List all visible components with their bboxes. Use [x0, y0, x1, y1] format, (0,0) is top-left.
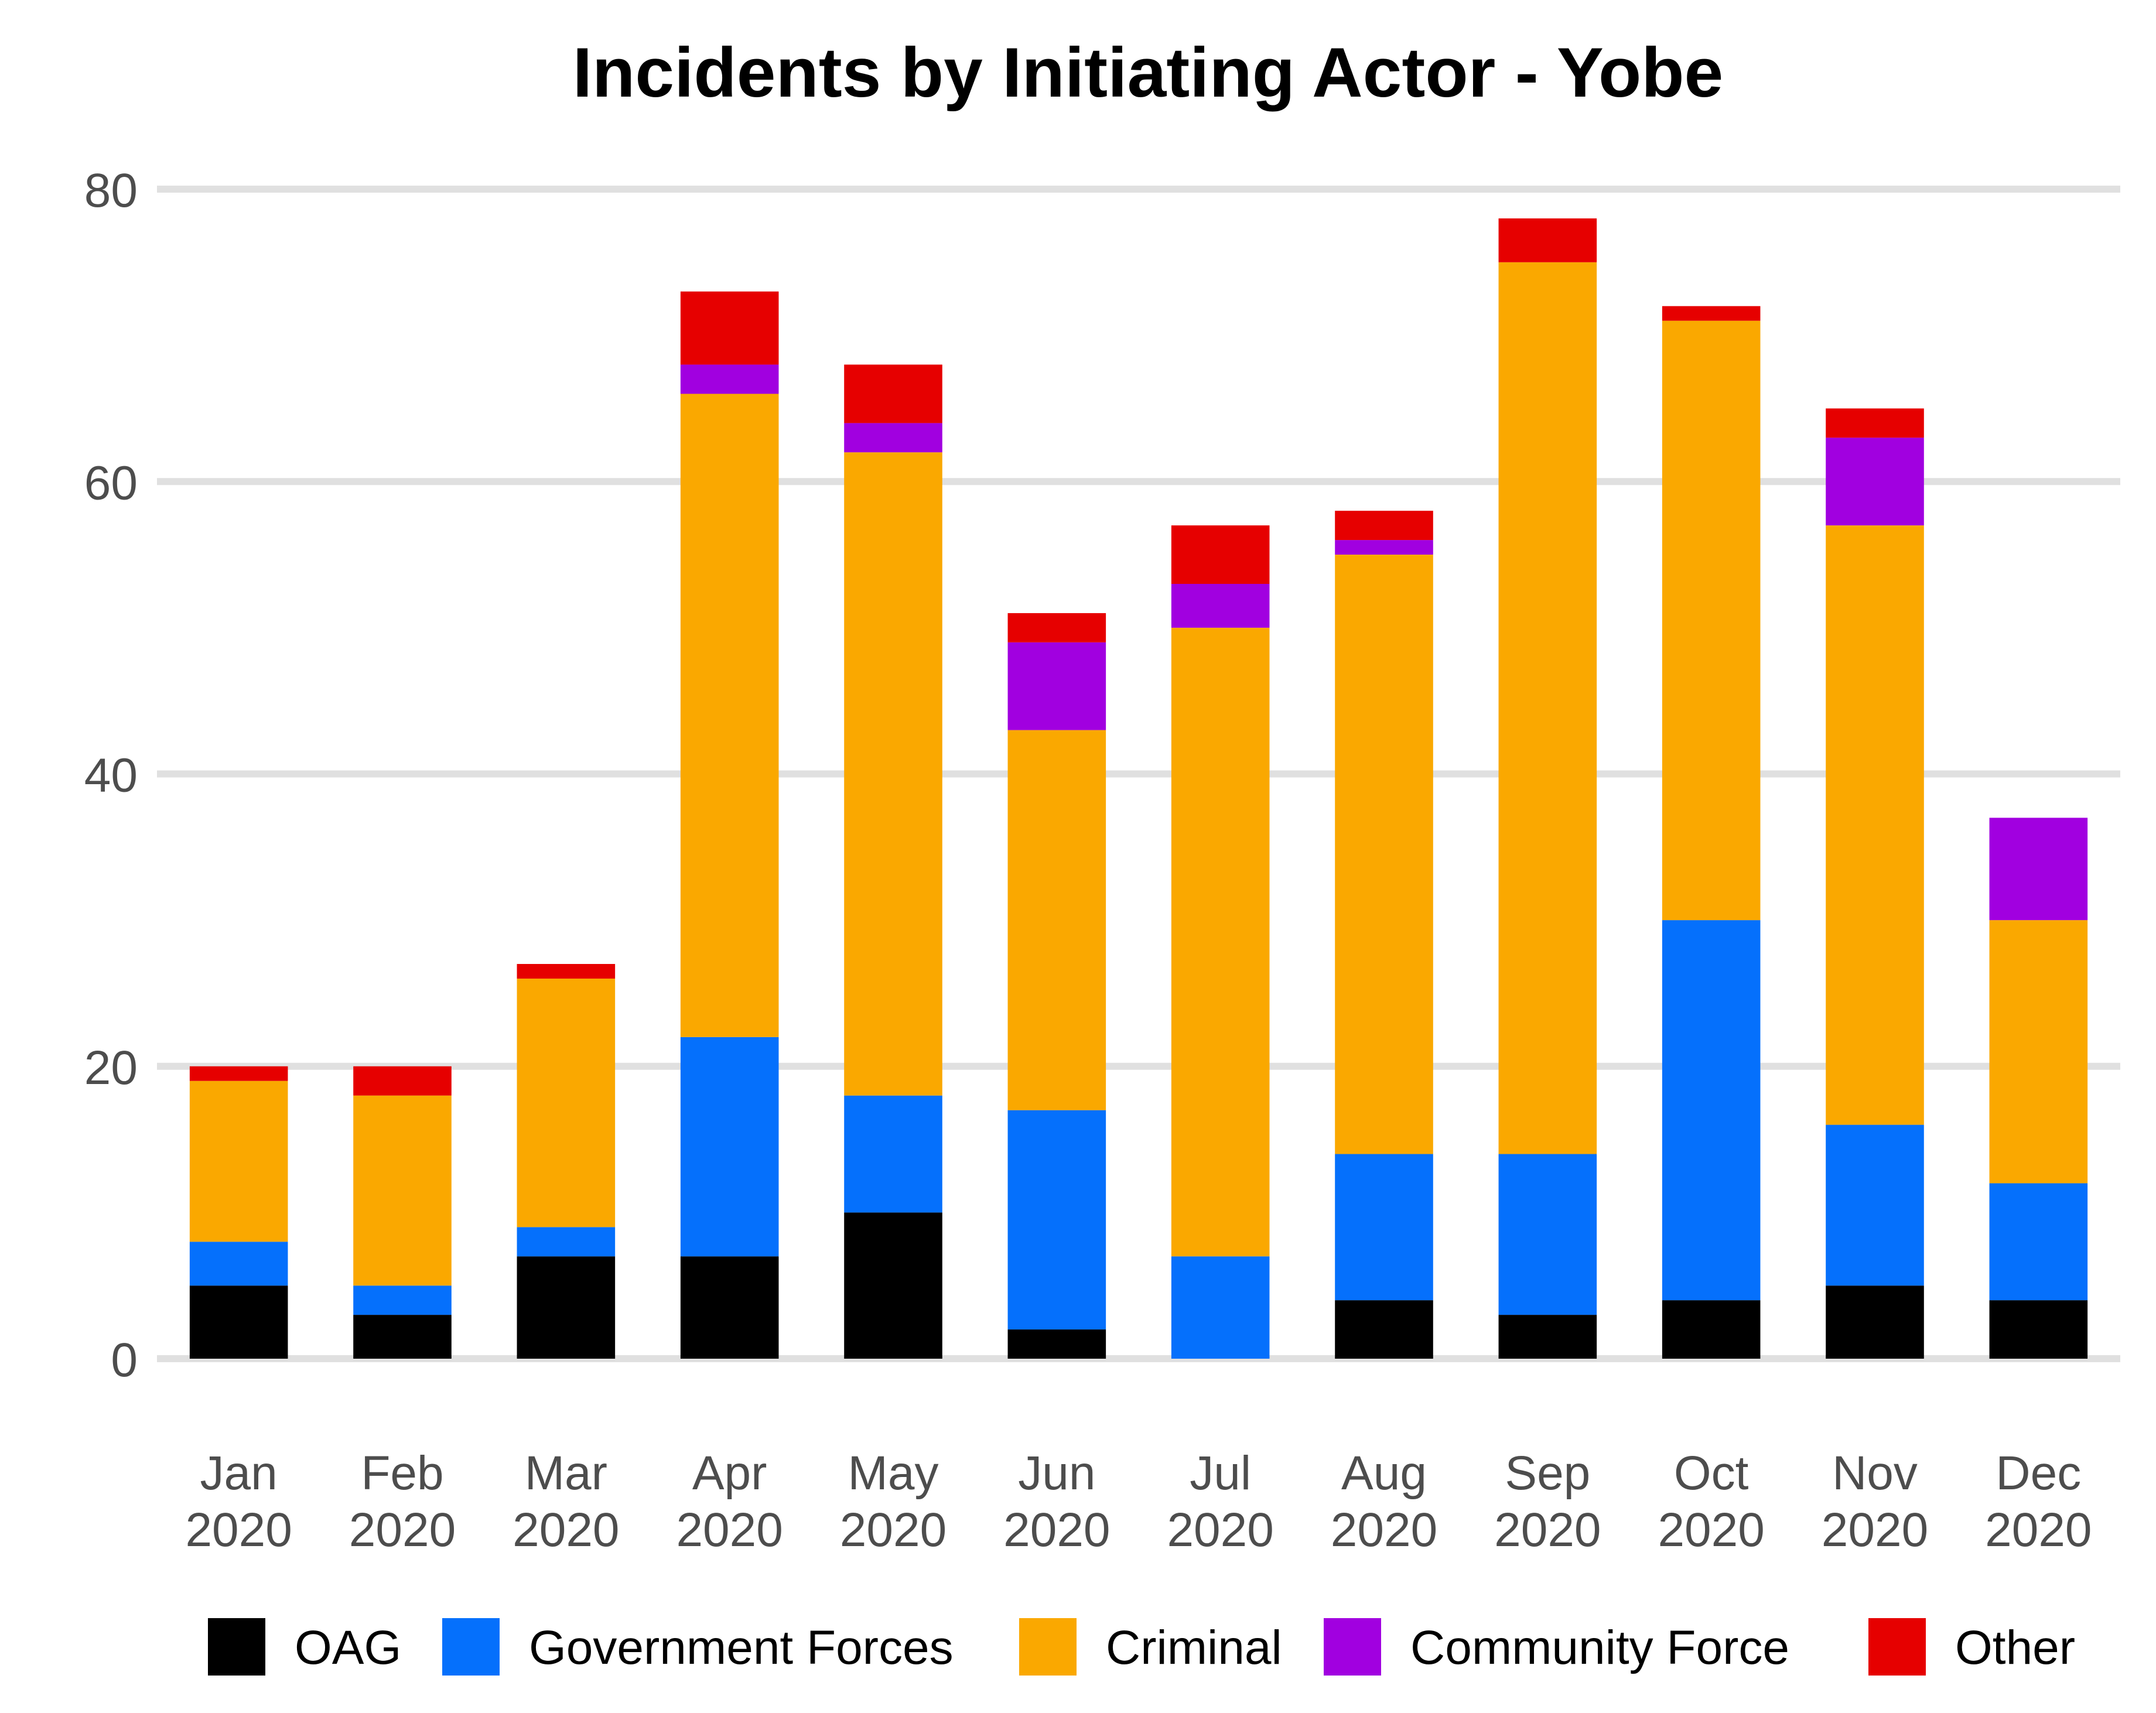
bar-segment [517, 1227, 616, 1257]
bar-segment [1171, 627, 1270, 1257]
bar-segment [189, 1066, 288, 1081]
x-tick-label-year: 2020 [1331, 1503, 1437, 1557]
bar-segment [1826, 525, 1924, 1125]
bar-segment [517, 1256, 616, 1359]
bar-segment [844, 423, 942, 453]
y-tick-label: 40 [84, 749, 138, 802]
x-tick-label-month: Apr [692, 1447, 767, 1500]
bar-segment [1989, 920, 2088, 1184]
x-tick-label-month: Jun [1018, 1447, 1095, 1500]
bar-segment [1498, 218, 1597, 262]
x-tick-label-month: Jul [1190, 1447, 1251, 1500]
bar-segment [1335, 555, 1433, 1154]
bar-segment [844, 1095, 942, 1213]
legend-label: Criminal [1106, 1621, 1282, 1674]
bar-segment [189, 1081, 288, 1242]
bar-segment [517, 978, 616, 1228]
bar-segment [1007, 1329, 1106, 1359]
bar-stacks [189, 218, 2088, 1359]
y-axis-tick-labels: 0 20 40 60 80 [84, 164, 138, 1387]
legend-label: Community Force [1410, 1621, 1789, 1674]
bar-segment [844, 1212, 942, 1359]
x-tick-label-year: 2020 [676, 1503, 783, 1557]
gridlines [157, 186, 2120, 1362]
bar-segment [1335, 511, 1433, 541]
x-tick-label-year: 2020 [1985, 1503, 2092, 1557]
bar-segment [844, 452, 942, 1096]
x-tick-label-year: 2020 [1658, 1503, 1764, 1557]
legend-label: Government Forces [529, 1621, 954, 1674]
bar-segment [1171, 525, 1270, 584]
bar-segment [1007, 642, 1106, 730]
bar-segment [1335, 1154, 1433, 1301]
bar-segment [353, 1285, 452, 1315]
legend-label: Other [1955, 1621, 2075, 1674]
bar-segment [680, 364, 779, 394]
x-tick-label-month: Aug [1341, 1447, 1427, 1500]
bar-segment [1007, 613, 1106, 642]
x-tick-label-year: 2020 [1003, 1503, 1110, 1557]
bar-segment [1989, 1183, 2088, 1301]
y-tick-label: 20 [84, 1041, 138, 1095]
x-tick-label-month: Nov [1832, 1447, 1918, 1500]
x-axis-tick-labels: Jan2020Feb2020Mar2020Apr2020May2020Jun20… [185, 1447, 2092, 1557]
x-tick-label-year: 2020 [1494, 1503, 1601, 1557]
x-tick-label-year: 2020 [349, 1503, 456, 1557]
bar-segment [1662, 306, 1761, 321]
bar-segment [1826, 1285, 1924, 1359]
x-tick-label-month: May [848, 1447, 939, 1500]
y-tick-label: 0 [111, 1334, 138, 1387]
bar-segment [1171, 1256, 1270, 1359]
bar-segment [1171, 583, 1270, 628]
bar-segment [1662, 320, 1761, 921]
bar-segment [353, 1095, 452, 1286]
bar-segment [844, 364, 942, 423]
x-tick-label-year: 2020 [512, 1503, 619, 1557]
bar-segment [1007, 730, 1106, 1110]
bar-segment [189, 1242, 288, 1286]
y-tick-label: 60 [84, 456, 138, 510]
bar-segment [1498, 262, 1597, 1154]
bar-segment [680, 1037, 779, 1257]
bar-segment [680, 394, 779, 1037]
bar-segment [1989, 1300, 2088, 1359]
bar-segment [1826, 408, 1924, 438]
x-tick-label-year: 2020 [1822, 1503, 1928, 1557]
legend-key [1324, 1618, 1381, 1676]
x-tick-label-year: 2020 [840, 1503, 947, 1557]
y-tick-label: 80 [84, 164, 138, 217]
bar-segment [353, 1315, 452, 1359]
x-tick-label-month: Sep [1505, 1447, 1590, 1500]
bar-segment [1826, 1124, 1924, 1286]
bar-segment [1826, 437, 1924, 526]
x-tick-label-month: Oct [1674, 1447, 1749, 1500]
legend-label: OAG [295, 1621, 401, 1674]
bar-segment [1335, 540, 1433, 555]
bar-segment [680, 1256, 779, 1359]
legend-key [1868, 1618, 1926, 1676]
bar-segment [1662, 1300, 1761, 1359]
x-tick-label-month: Feb [361, 1447, 443, 1500]
bar-segment [1498, 1315, 1597, 1359]
x-tick-label-year: 2020 [1167, 1503, 1273, 1557]
legend-key [208, 1618, 265, 1676]
bar-segment [189, 1285, 288, 1359]
legend-key [442, 1618, 500, 1676]
chart-title: Incidents by Initiating Actor - Yobe [573, 33, 1724, 112]
legend: OAG Government Forces Criminal Community Fo… [208, 1618, 2075, 1676]
bar-segment [1007, 1110, 1106, 1330]
bar-segment [1989, 818, 2088, 921]
x-tick-label-month: Jan [200, 1447, 278, 1500]
x-tick-label-year: 2020 [185, 1503, 292, 1557]
bar-segment [353, 1066, 452, 1096]
bar-segment [1662, 920, 1761, 1301]
bar-segment [1498, 1154, 1597, 1315]
bar-segment [680, 291, 779, 365]
bar-segment [1335, 1300, 1433, 1359]
x-tick-label-month: Mar [525, 1447, 607, 1500]
bar-segment [517, 964, 616, 979]
x-tick-label-month: Dec [1996, 1447, 2081, 1500]
legend-key [1019, 1618, 1077, 1676]
